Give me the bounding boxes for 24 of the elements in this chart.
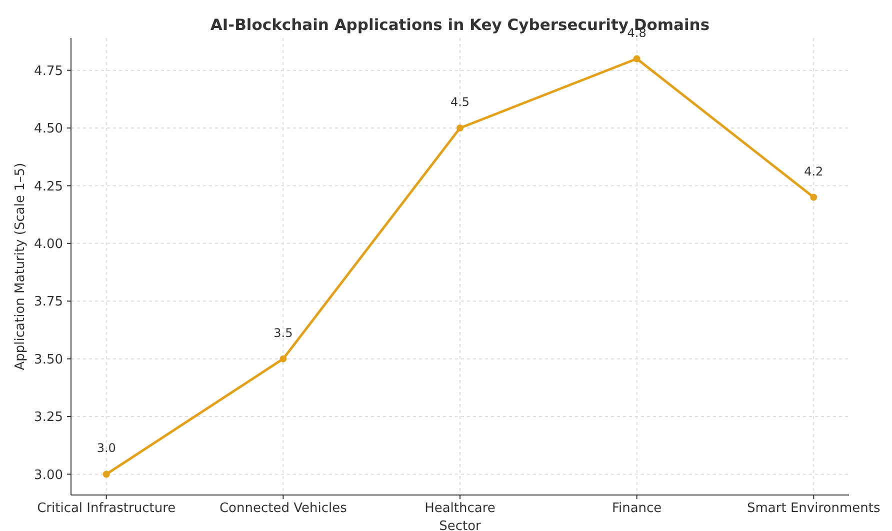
x-tick-label: Healthcare — [424, 501, 496, 516]
y-tick-label: 4.50 — [34, 122, 63, 137]
y-tick-label: 3.75 — [34, 294, 63, 310]
y-tick-label: 3.25 — [34, 410, 63, 426]
y-tick-label: 4.25 — [34, 179, 63, 194]
y-axis-title: Application Maturity (Scale 1–5) — [13, 162, 28, 370]
point — [456, 124, 464, 132]
y-tick-label: 4.00 — [34, 236, 63, 252]
x-tick-label: Smart Environments — [747, 501, 880, 516]
data-label: 4.5 — [450, 95, 470, 110]
point — [810, 194, 818, 201]
x-tick-label: Connected Vehicles — [219, 501, 348, 516]
point — [633, 55, 640, 62]
x-axis-title: Sector — [439, 519, 482, 531]
y-tick-label: 3.50 — [34, 352, 63, 368]
point — [102, 470, 110, 478]
data-label: 4.2 — [804, 164, 824, 178]
x-tick-label: Finance — [612, 501, 662, 516]
data-label: 3.0 — [96, 441, 116, 456]
y-tick-label: 4.75 — [34, 64, 63, 79]
y-tick-label: 3.00 — [34, 468, 63, 483]
data-label: 3.5 — [274, 326, 293, 340]
x-tick-label: Critical Infrastructure — [37, 501, 176, 516]
point — [280, 355, 287, 362]
